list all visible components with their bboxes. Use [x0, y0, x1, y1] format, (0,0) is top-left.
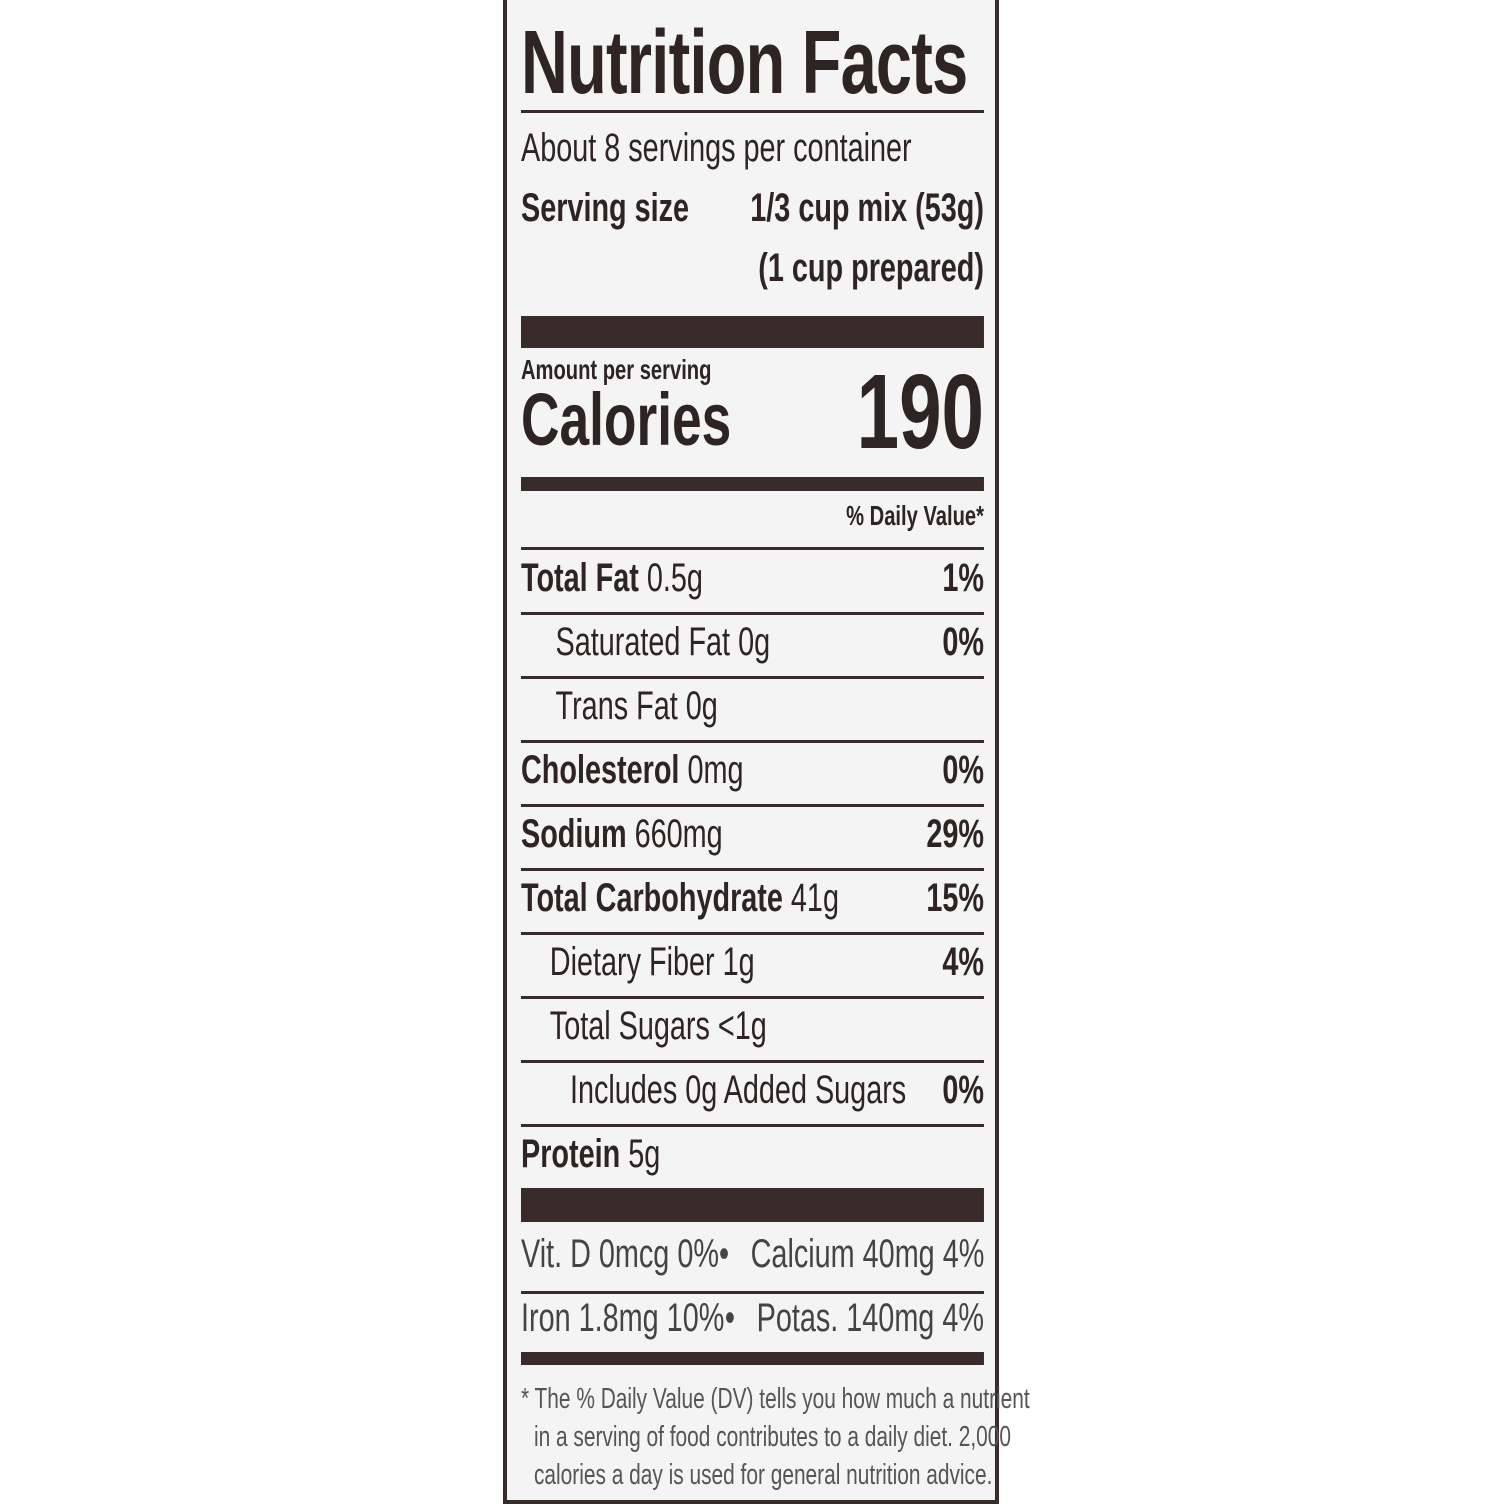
nutrient-row: Protein 5g	[521, 1132, 984, 1177]
servings-per-container: About 8 servings per container	[521, 126, 912, 170]
nutrient-amount: 5g	[628, 1132, 661, 1176]
servings-row: About 8 servings per container	[521, 126, 984, 171]
micronutrient-row: Iron 1.8mg 10% • Potas. 140mg 4%	[521, 1296, 984, 1341]
nutrient-row: Saturated Fat 0g 0%	[521, 620, 984, 665]
divider	[521, 1060, 984, 1063]
serving-size-row: Serving size 1/3 cup mix (53g)	[521, 186, 984, 231]
nutrient-daily-value: 0%	[942, 620, 984, 664]
bullet-icon: •	[718, 1232, 730, 1276]
prepared-row: (1 cup prepared)	[521, 246, 984, 291]
nutrient-name: Dietary Fiber	[549, 940, 715, 984]
nutrient-name: Total Fat	[521, 556, 639, 600]
nutrient-name: Total Carbohydrate	[521, 876, 783, 920]
nutrient-label: Cholesterol 0mg	[521, 748, 743, 793]
nutrient-label: Total Carbohydrate 41g	[521, 876, 839, 921]
thick-divider	[521, 316, 984, 348]
nutrient-name: Trans Fat	[555, 684, 678, 728]
calories-value: 190	[856, 353, 984, 471]
nutrient-row: Dietary Fiber 1g 4%	[521, 940, 984, 985]
divider	[521, 547, 984, 550]
divider	[521, 868, 984, 871]
nutrient-daily-value: 29%	[926, 812, 984, 856]
nutrient-row: Cholesterol 0mg 0%	[521, 748, 984, 793]
divider	[521, 740, 984, 743]
footnote: * The % Daily Value (DV) tells you how m…	[521, 1380, 1030, 1494]
nutrient-daily-value: 0%	[942, 1068, 984, 1112]
nutrient-label: Sodium 660mg	[521, 812, 723, 857]
daily-value-header: % Daily Value*	[846, 500, 984, 531]
nutrient-amount: 1g	[722, 940, 755, 984]
nutrient-daily-value: 15%	[926, 876, 984, 920]
footnote-line: calories a day is used for general nutri…	[533, 1459, 993, 1491]
thick-divider	[521, 1188, 984, 1222]
footnote-line: in a serving of food contributes to a da…	[533, 1421, 1012, 1453]
nutrient-row: Total Carbohydrate 41g 15%	[521, 876, 984, 921]
serving-size-label: Serving size	[521, 186, 690, 230]
nutrient-daily-value: 1%	[942, 556, 984, 600]
divider	[521, 110, 984, 113]
nutrient-name: Sodium	[521, 812, 627, 856]
nutrient-label: Saturated Fat 0g	[521, 620, 771, 665]
nutrient-amount: 660mg	[634, 812, 723, 856]
micronutrient-row: Vit. D 0mcg 0% • Calcium 40mg 4%	[521, 1232, 984, 1277]
nutrient-row: Total Sugars <1g	[521, 1004, 984, 1049]
nutrient-label: Dietary Fiber 1g	[521, 940, 755, 985]
calories-label: Calories	[521, 378, 732, 461]
calories-row: Calories 190	[521, 353, 984, 471]
nutrient-label: Total Sugars <1g	[521, 1004, 767, 1049]
nutrient-amount: 41g	[790, 876, 839, 920]
micronutrient-left: Vit. D 0mcg 0%	[521, 1232, 719, 1276]
nutrient-row: Sodium 660mg 29%	[521, 812, 984, 857]
footnote-line: * The % Daily Value (DV) tells you how m…	[521, 1383, 1030, 1415]
micronutrient-left: Iron 1.8mg 10%	[521, 1296, 725, 1340]
nutrient-name: Cholesterol	[521, 748, 680, 792]
nutrient-label: Total Fat 0.5g	[521, 556, 703, 601]
divider	[521, 1124, 984, 1127]
nutrient-row: Trans Fat 0g	[521, 684, 984, 729]
divider	[521, 804, 984, 807]
nutrient-amount: 0.5g	[646, 556, 703, 600]
nutrient-row: Includes 0g Added Sugars 0%	[521, 1068, 984, 1113]
micronutrient-right: Potas. 140mg 4%	[756, 1296, 984, 1340]
nutrient-daily-value: 0%	[942, 748, 984, 792]
nutrient-name: Saturated Fat	[555, 620, 731, 664]
nutrient-amount: <1g	[717, 1004, 767, 1048]
dv-header-row: % Daily Value*	[521, 500, 984, 532]
nutrient-amount: 0mg	[687, 748, 744, 792]
divider	[521, 1291, 984, 1294]
nutrient-daily-value: 4%	[942, 940, 984, 984]
nutrient-row: Total Fat 0.5g 1%	[521, 556, 984, 601]
nutrient-amount: 0g	[738, 620, 771, 664]
nutrient-name: Total Sugars	[549, 1004, 710, 1048]
nutrient-name: Protein	[521, 1132, 621, 1176]
divider	[521, 996, 984, 999]
serving-size-prepared: (1 cup prepared)	[758, 246, 984, 290]
serving-size-value: 1/3 cup mix (53g)	[750, 186, 984, 230]
nutrient-label: Includes 0g Added Sugars	[521, 1068, 906, 1113]
amount-per-serving: Amount per serving	[521, 354, 712, 385]
nutrient-amount: 0g	[685, 684, 718, 728]
bullet-icon: •	[724, 1296, 736, 1340]
divider	[521, 932, 984, 935]
nutrient-name: Includes 0g Added Sugars	[569, 1068, 907, 1112]
nutrient-label: Trans Fat 0g	[521, 684, 718, 729]
amount-row: Amount per serving	[521, 354, 984, 386]
medium-divider	[521, 1352, 984, 1365]
divider	[521, 612, 984, 615]
nutrition-facts-label: Nutrition Facts About 8 servings per con…	[503, 0, 1030, 1504]
nutrient-label: Protein 5g	[521, 1132, 660, 1177]
medium-divider	[521, 477, 984, 491]
label-title: Nutrition Facts	[521, 13, 968, 113]
micronutrient-right: Calcium 40mg 4%	[750, 1232, 985, 1276]
divider	[521, 676, 984, 679]
